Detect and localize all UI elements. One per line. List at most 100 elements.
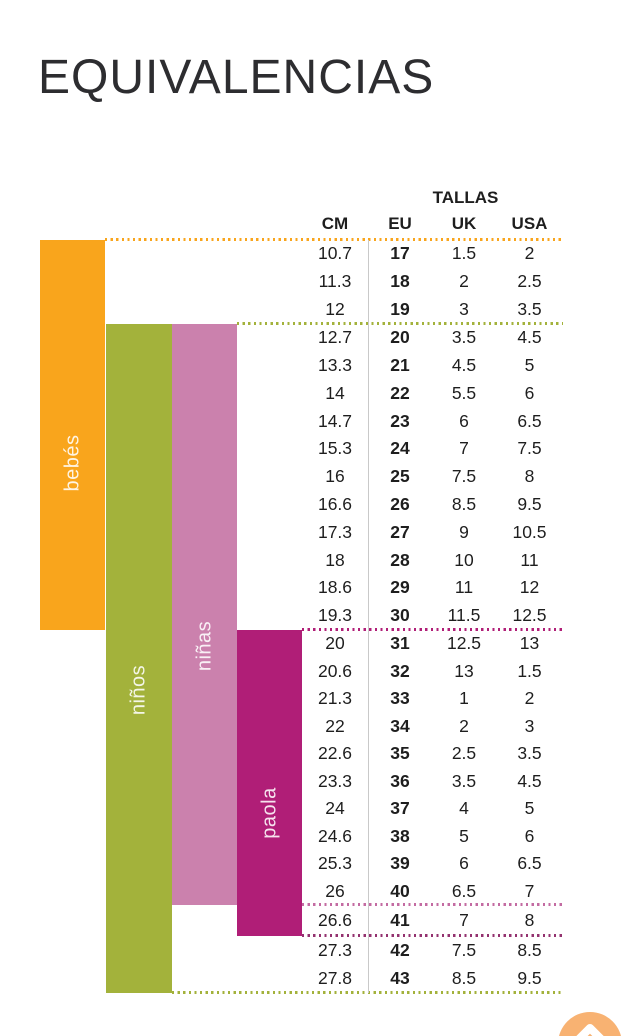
cell-usa: 6.5 — [517, 410, 542, 431]
table-row: 16.6 26 8.5 9.5 — [302, 491, 563, 519]
cell-usa: 2.5 — [517, 271, 542, 292]
category-label-ninas: niñas — [193, 620, 215, 672]
table-section-eu-42-43: 27.3 42 7.5 8.5 27.8 43 8.5 9.5 — [302, 936, 563, 993]
table-body: 10.7 17 1.5 2 11.3 18 2 2.5 12 19 3 3.5 12.7 20 3.5 4.5… — [302, 240, 563, 993]
cell-eu: 23 — [390, 410, 410, 431]
cell-cm: 20 — [325, 633, 345, 653]
cell-uk: 2 — [459, 271, 469, 292]
cell-eu: 28 — [390, 549, 410, 570]
cell-cm: 12 — [325, 299, 345, 320]
cell-eu: 43 — [390, 968, 410, 988]
table-row: 14 22 5.5 6 — [302, 380, 563, 408]
chevron-up-icon — [576, 1024, 604, 1036]
cell-eu: 34 — [390, 715, 410, 736]
table-row: 22 34 2 3 — [302, 713, 563, 741]
table-row: 14.7 23 6 6.5 — [302, 407, 563, 435]
table-row: 11.3 18 2 2.5 — [302, 268, 563, 296]
cell-eu: 39 — [390, 853, 410, 873]
page-title: EQUIVALENCIAS — [38, 51, 435, 104]
cell-uk: 5 — [459, 825, 469, 846]
table-row: 12.7 20 3.5 4.5 — [302, 324, 563, 352]
cell-cm: 16.6 — [317, 494, 353, 515]
cell-usa: 2 — [524, 688, 535, 708]
category-bar-ninos: niños — [106, 324, 172, 993]
table-row: 23.3 36 3.5 4.5 — [302, 768, 563, 796]
cell-usa: 6 — [524, 825, 535, 846]
scroll-to-top-button[interactable] — [558, 1012, 622, 1036]
cell-uk: 9 — [459, 521, 469, 542]
cell-cm: 14.7 — [317, 410, 353, 431]
cell-uk: 5.5 — [451, 382, 477, 403]
cell-usa: 3 — [524, 715, 535, 736]
cell-uk: 6.5 — [451, 880, 477, 901]
cell-uk: 3 — [459, 299, 469, 320]
table-row: 26.6 41 7 8 — [302, 905, 563, 936]
cell-cm: 17.3 — [317, 521, 353, 542]
cell-usa: 11 — [520, 549, 539, 570]
cell-cm: 20.6 — [317, 660, 353, 681]
cell-uk: 7 — [459, 909, 469, 930]
cell-eu: 37 — [390, 798, 410, 818]
cell-cm: 25.3 — [317, 853, 353, 873]
table-row: 17.3 27 9 10.5 — [302, 519, 563, 547]
table-row: 21.3 33 1 2 — [302, 685, 563, 713]
cell-usa: 5 — [524, 354, 535, 375]
table-row: 20.6 32 13 1.5 — [302, 658, 563, 686]
cell-cm: 26 — [325, 880, 345, 901]
cell-eu: 22 — [390, 382, 410, 403]
cell-usa: 7.5 — [517, 438, 542, 459]
col-header-cm: CM — [321, 214, 349, 233]
cell-cm: 22.6 — [317, 743, 353, 763]
table-row: 27.8 43 8.5 9.5 — [302, 965, 563, 994]
table-row: 26 40 6.5 7 — [302, 878, 563, 906]
cell-usa: 12 — [519, 577, 540, 598]
table-row: 20 31 12.5 13 — [302, 630, 563, 658]
cell-uk: 11 — [454, 577, 474, 598]
cell-eu: 26 — [390, 494, 410, 515]
cell-uk: 10 — [454, 549, 474, 570]
divider-ninos-ninas-start — [237, 322, 563, 325]
table-section-eu-41: 26.6 41 7 8 — [302, 905, 563, 936]
cell-usa: 6 — [524, 382, 535, 403]
cell-usa: 3.5 — [517, 299, 542, 320]
table-row: 25.3 39 6 6.5 — [302, 850, 563, 878]
table-row: 27.3 42 7.5 8.5 — [302, 936, 563, 965]
table-row: 13.3 21 4.5 5 — [302, 352, 563, 380]
cell-cm: 27.8 — [317, 968, 353, 988]
cell-eu: 19 — [390, 299, 410, 320]
cell-eu: 40 — [390, 880, 410, 901]
cell-cm: 15.3 — [317, 438, 353, 459]
table-section-eu-17-19: 10.7 17 1.5 2 11.3 18 2 2.5 12 19 3 3.5 — [302, 240, 563, 324]
cell-uk: 1 — [459, 688, 469, 708]
cell-cm: 14 — [325, 382, 345, 403]
cell-uk: 6 — [459, 853, 469, 873]
cell-uk: 11.5 — [447, 605, 481, 626]
cell-eu: 20 — [390, 327, 410, 348]
table-row: 10.7 17 1.5 2 — [302, 240, 563, 268]
cell-eu: 36 — [390, 770, 410, 791]
table-group-header: TALLAS — [432, 188, 499, 207]
divider-ninas-end — [302, 903, 563, 906]
cell-eu: 41 — [390, 909, 410, 930]
table-section-eu-31-40: 20 31 12.5 13 20.6 32 13 1.5 21.3 33 1 2 22 34 2 3 22.6 3… — [302, 630, 563, 905]
cell-cm: 26.6 — [317, 909, 353, 930]
cell-uk: 1.5 — [451, 243, 477, 264]
cell-cm: 23.3 — [317, 770, 353, 791]
divider-bebes-start — [105, 238, 563, 241]
col-header-usa: USA — [511, 214, 548, 233]
cell-eu: 35 — [390, 743, 410, 763]
cell-eu: 32 — [390, 660, 410, 681]
cell-uk: 12.5 — [446, 633, 482, 653]
table-column-headers: CM EU UK USA — [302, 214, 563, 234]
cell-usa: 9.5 — [517, 968, 542, 988]
category-bar-ninas: niñas — [172, 324, 237, 905]
category-label-paola: paola — [258, 787, 280, 839]
cell-eu: 17 — [390, 243, 410, 264]
cell-cm: 27.3 — [317, 939, 353, 960]
cell-uk: 3.5 — [451, 327, 477, 348]
col-header-uk: UK — [451, 214, 477, 233]
cell-eu: 29 — [390, 577, 410, 598]
category-bar-bebes: bebés — [40, 240, 105, 630]
cell-uk: 2.5 — [451, 743, 477, 763]
cell-eu: 38 — [390, 825, 410, 846]
